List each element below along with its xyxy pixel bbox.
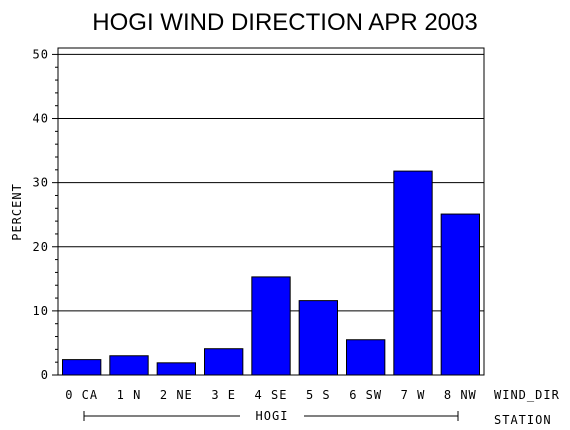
x-tick-label-8: 8 NW (444, 388, 477, 402)
bars (62, 170, 481, 376)
group-label: HOGI (256, 409, 289, 423)
bar-2-ne (156, 362, 197, 376)
x-tick-label-4: 4 SE (255, 388, 288, 402)
y-axis-label: PERCENT (10, 183, 24, 241)
x-tick-label-2: 2 NE (160, 388, 193, 402)
x-tick-label-7: 7 W (401, 388, 426, 402)
bar-3-e (204, 348, 244, 376)
x-tick-label-0: 0 CA (65, 388, 98, 402)
x-tick-label-3: 3 E (211, 388, 236, 402)
x-tick-label-5: 5 S (306, 388, 331, 402)
y-tick-label-1: 10 (33, 304, 49, 318)
bar-7-w (393, 170, 433, 376)
y-minor-ticks (55, 66, 58, 363)
x-tick-labels: 0 CA 1 N 2 NE 3 E 4 SE 5 S 6 SW 7 W 8 NW (65, 388, 477, 402)
y-tick-label-5: 50 (33, 47, 49, 61)
bar-6-sw (346, 339, 386, 376)
y-tick-labels: 0 10 20 30 40 50 (33, 47, 49, 382)
bar-1-n (109, 355, 149, 376)
bar-0-ca (62, 359, 102, 376)
group-axis-label: STATION (494, 413, 552, 427)
y-tick-label-3: 30 (33, 176, 49, 190)
y-tick-label-4: 40 (33, 112, 49, 126)
x-axis-label: WIND_DIR (494, 388, 560, 402)
x-tick-label-1: 1 N (117, 388, 142, 402)
y-tick-label-0: 0 (41, 368, 49, 382)
x-tick-label-6: 6 SW (349, 388, 382, 402)
chart-title: HOGI WIND DIRECTION APR 2003 (92, 9, 477, 36)
bar-8-nw (440, 213, 481, 376)
bar-4-se (251, 276, 291, 376)
y-tick-label-2: 20 (33, 240, 49, 254)
bar-5-s (298, 300, 339, 376)
group-bracket (83, 411, 459, 421)
